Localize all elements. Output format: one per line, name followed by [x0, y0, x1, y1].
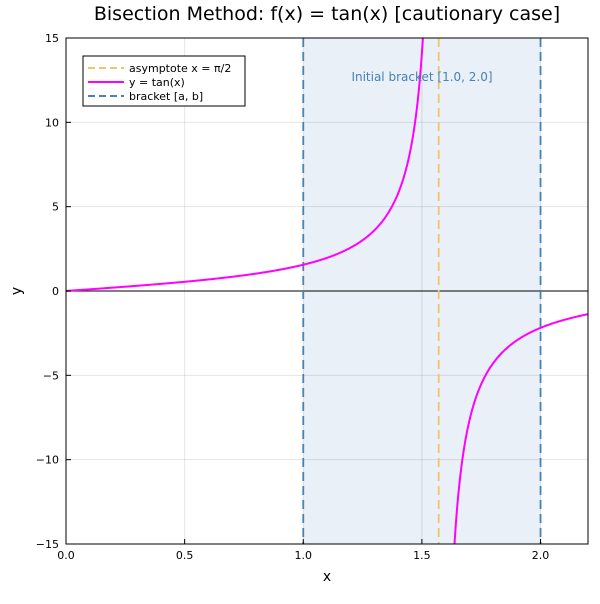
- x-tick-label: 1.0: [295, 549, 313, 562]
- y-tick-label: 5: [52, 201, 59, 214]
- x-tick-label: 0.0: [57, 549, 75, 562]
- curve-group: [66, 38, 588, 544]
- y-tick-label: −10: [36, 454, 59, 467]
- y-tick-label: −5: [43, 369, 59, 382]
- tan-curve-left-branch: [66, 38, 424, 292]
- x-tick-label: 1.5: [413, 549, 431, 562]
- legend: asymptote x = π/2y = tan(x)bracket [a, b…: [82, 55, 246, 107]
- legend-label: bracket [a, b]: [129, 90, 203, 103]
- y-tick-label: 15: [45, 32, 59, 45]
- legend-label: y = tan(x): [129, 76, 185, 89]
- y-tick-label: 10: [45, 116, 59, 129]
- x-tick-label: 2.0: [532, 549, 550, 562]
- x-axis-label: x: [323, 569, 331, 585]
- x-tick-label: 0.5: [176, 549, 194, 562]
- tan-curve-right-branch: [453, 313, 588, 544]
- chart-title: Bisection Method: f(x) = tan(x) [caution…: [94, 3, 560, 25]
- legend-label: asymptote x = π/2: [129, 62, 231, 75]
- y-tick-label: 0: [52, 285, 59, 298]
- y-tick-label: −15: [36, 538, 59, 551]
- bracket-annotation: Initial bracket [1.0, 2.0]: [351, 70, 492, 84]
- y-axis-label: y: [9, 287, 25, 295]
